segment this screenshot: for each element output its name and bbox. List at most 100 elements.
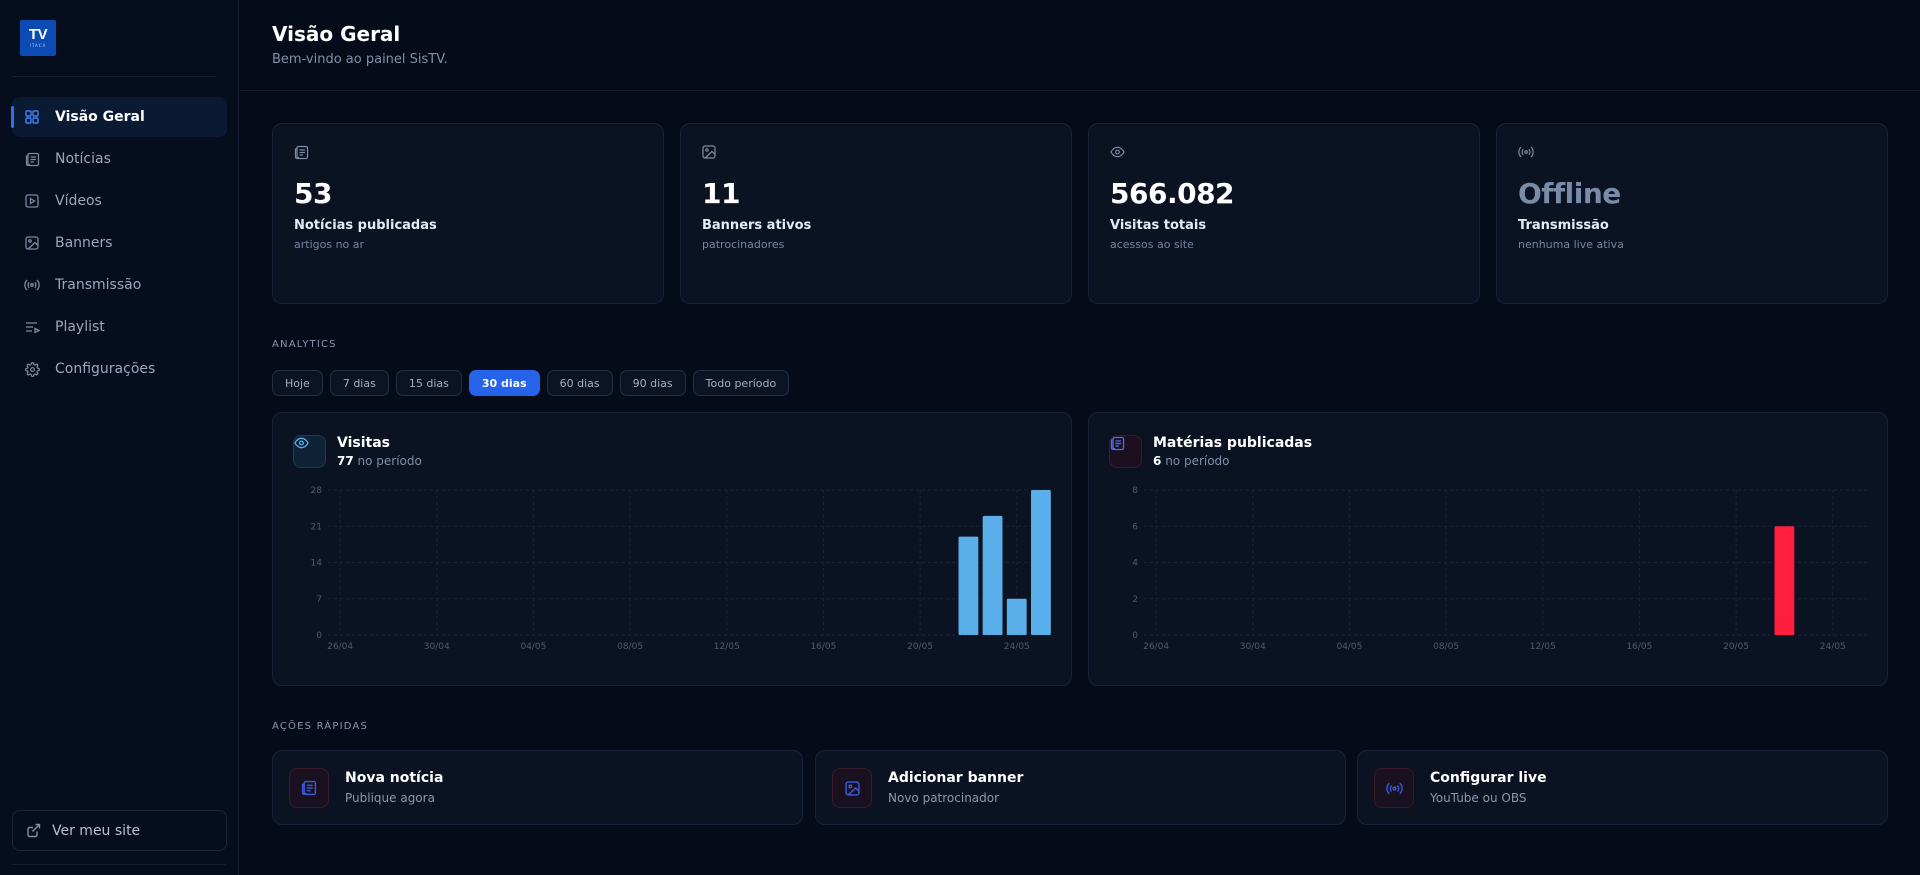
- filter-60-dias[interactable]: 60 dias: [546, 370, 613, 396]
- stat-label: Transmissão: [1518, 218, 1609, 233]
- image-icon: [702, 145, 718, 161]
- quick-action-title: Adicionar banner: [888, 770, 1024, 786]
- articles-chart: 0 2 4 6 8 26/04 30/04 04/05 08/05 12/05 16/05 20/05…: [1132, 486, 1869, 652]
- filter-hoje[interactable]: Hoje: [272, 370, 323, 396]
- stat-card-transmissao: Offline Transmissão nenhuma live ativa: [1496, 123, 1888, 304]
- x-tick-label: 12/05: [714, 642, 740, 652]
- stat-value: 11: [702, 177, 740, 210]
- stat-sublabel: acessos ao site: [1110, 238, 1194, 251]
- x-tick-label: 08/05: [617, 642, 643, 652]
- articles-chart-card: Matérias publicadas 6 no período 0 2 4 6 8 26…: [1088, 412, 1888, 686]
- filter-15-dias[interactable]: 15 dias: [395, 370, 462, 396]
- filter-7-dias[interactable]: 7 dias: [329, 370, 389, 396]
- stat-label: Visitas totais: [1110, 218, 1207, 233]
- sidebar-item-label: Playlist: [55, 319, 105, 335]
- logo-text: TV: [28, 26, 48, 43]
- stat-label: Banners ativos: [702, 218, 812, 233]
- x-tick-label: 26/04: [327, 642, 353, 652]
- filter-todo-periodo[interactable]: Todo período: [692, 370, 790, 396]
- filter-90-dias[interactable]: 90 dias: [619, 370, 686, 396]
- video-icon: [24, 193, 40, 209]
- sidebar-item-visao-geral[interactable]: Visão Geral: [11, 97, 227, 137]
- sidebar-item-label: Configurações: [55, 361, 156, 377]
- newspaper-icon: [294, 145, 310, 161]
- y-tick-label: 0: [1132, 631, 1138, 641]
- chart-count: 77: [337, 454, 354, 468]
- stat-sublabel: nenhuma live ativa: [1518, 238, 1624, 251]
- view-site-label: Ver meu site: [52, 822, 141, 839]
- x-tick-label: 30/04: [424, 642, 450, 652]
- x-tick-label: 12/05: [1530, 642, 1556, 652]
- grid-icon: [24, 109, 40, 125]
- chart-count-suffix: no período: [1165, 454, 1230, 468]
- x-tick-label: 30/04: [1240, 642, 1266, 652]
- x-tick-label: 24/05: [1820, 642, 1846, 652]
- stat-value: Offline: [1518, 177, 1621, 210]
- x-tick-label: 20/05: [907, 642, 933, 652]
- logo-small-text: ITACA: [29, 43, 47, 48]
- sidebar-item-transmissao[interactable]: Transmissão: [12, 265, 227, 305]
- quick-action-subtitle: Novo patrocinador: [888, 791, 1000, 805]
- chart-bar: [982, 515, 1003, 635]
- eye-icon: [293, 435, 326, 468]
- x-tick-label: 04/05: [520, 642, 546, 652]
- chart-subtitle: 6 no período: [1153, 454, 1230, 468]
- y-tick-label: 7: [316, 595, 322, 605]
- sidebar-item-label: Banners: [55, 235, 113, 251]
- y-tick-label: 2: [1132, 595, 1138, 605]
- sidebar-item-playlist[interactable]: Playlist: [12, 307, 227, 347]
- sidebar-divider: [12, 76, 216, 77]
- visits-chart-card: Visitas 77 no período 0 7 14 21 28 26/04 30/04…: [272, 412, 1072, 686]
- sidebar-item-noticias[interactable]: Notícias: [12, 139, 227, 179]
- sidebar: TV ITACA Visão Geral Notícias Vídeos: [0, 0, 239, 875]
- chart-subtitle: 77 no período: [337, 454, 422, 468]
- chart-title: Visitas: [337, 435, 390, 451]
- sidebar-item-videos[interactable]: Vídeos: [12, 181, 227, 221]
- sidebar-item-configuracoes[interactable]: Configurações: [12, 349, 227, 389]
- external-link-icon: [26, 823, 42, 839]
- broadcast-icon: [1518, 145, 1534, 161]
- sidebar-item-label: Visão Geral: [55, 109, 145, 125]
- stat-label: Notícias publicadas: [294, 218, 437, 233]
- quick-action-configurar-live[interactable]: Configurar live YouTube ou OBS: [1357, 750, 1888, 825]
- y-tick-label: 21: [311, 522, 322, 532]
- chart-bar: [958, 536, 979, 635]
- sidebar-item-label: Transmissão: [55, 277, 142, 293]
- page-title: Visão Geral: [272, 22, 401, 46]
- visits-chart: 0 7 14 21 28 26/04 30/04 04/05 08/05 12/05 16/05 20…: [311, 486, 1053, 652]
- image-icon: [832, 768, 872, 808]
- filter-30-dias[interactable]: 30 dias: [468, 370, 540, 396]
- x-tick-label: 16/05: [1626, 642, 1652, 652]
- broadcast-icon: [24, 277, 40, 293]
- chart-title: Matérias publicadas: [1153, 435, 1313, 451]
- x-tick-label: 08/05: [1433, 642, 1459, 652]
- stat-sublabel: patrocinadores: [702, 238, 785, 251]
- x-tick-label: 20/05: [1723, 642, 1749, 652]
- page-subtitle: Bem-vindo ao painel SisTV.: [272, 52, 448, 67]
- stat-sublabel: artigos no ar: [294, 238, 365, 251]
- page-header: Visão Geral Bem-vindo ao painel SisTV.: [240, 0, 1920, 91]
- image-icon: [24, 235, 40, 251]
- sidebar-bottom-divider: [12, 864, 226, 865]
- stat-card-visitas: 566.082 Visitas totais acessos ao site: [1088, 123, 1480, 304]
- x-tick-label: 26/04: [1143, 642, 1169, 652]
- chart-bar: [1774, 526, 1795, 635]
- sidebar-item-banners[interactable]: Banners: [12, 223, 227, 263]
- x-tick-label: 16/05: [810, 642, 836, 652]
- gear-icon: [24, 361, 40, 377]
- quick-action-subtitle: YouTube ou OBS: [1430, 791, 1527, 805]
- quick-actions-section-label: AÇÕES RÁPIDAS: [272, 721, 369, 732]
- quick-action-nova-noticia[interactable]: Nova notícia Publique agora: [272, 750, 803, 825]
- y-tick-label: 8: [1132, 486, 1138, 496]
- x-tick-label: 04/05: [1336, 642, 1362, 652]
- tv-logo[interactable]: TV ITACA: [20, 20, 56, 56]
- sidebar-nav: Visão Geral Notícias Vídeos Banners Tran…: [11, 97, 227, 391]
- quick-action-adicionar-banner[interactable]: Adicionar banner Novo patrocinador: [815, 750, 1346, 825]
- sidebar-item-label: Notícias: [55, 151, 111, 167]
- y-tick-label: 6: [1132, 522, 1138, 532]
- broadcast-icon: [1374, 768, 1414, 808]
- y-tick-label: 14: [311, 559, 323, 569]
- y-tick-label: 4: [1132, 559, 1138, 569]
- y-tick-label: 0: [316, 631, 322, 641]
- view-site-button[interactable]: Ver meu site: [12, 810, 227, 851]
